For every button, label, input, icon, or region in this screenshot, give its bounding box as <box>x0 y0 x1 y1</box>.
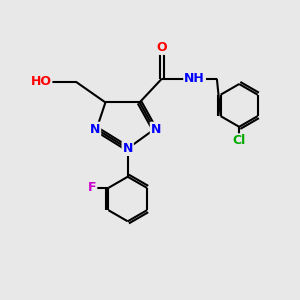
Text: HO: HO <box>30 75 51 88</box>
Text: O: O <box>157 41 167 54</box>
Text: F: F <box>88 182 96 194</box>
Text: NH: NH <box>184 72 205 85</box>
Text: Cl: Cl <box>232 134 246 147</box>
Text: N: N <box>90 123 100 136</box>
Text: N: N <box>151 123 161 136</box>
Text: N: N <box>122 142 133 155</box>
